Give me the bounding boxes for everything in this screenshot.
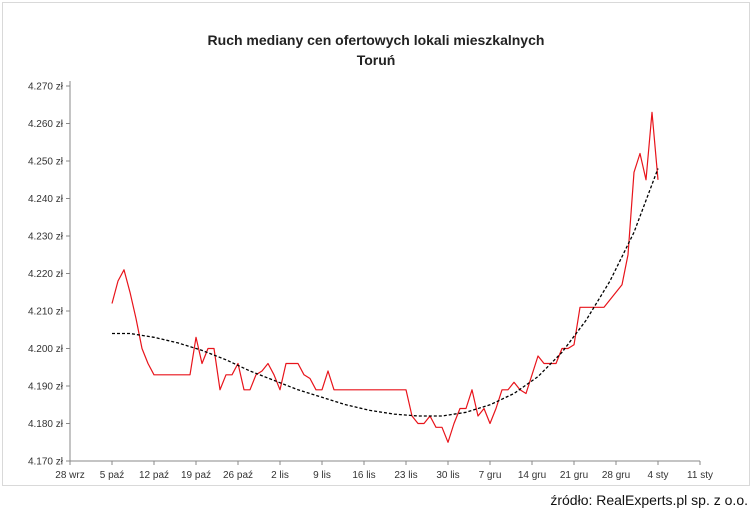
chart-frame: Ruch mediany cen ofertowych lokali miesz…: [2, 2, 750, 486]
y-tick-label: 4.220 zł: [28, 269, 64, 280]
x-tick-label: 19 paź: [181, 470, 211, 481]
median-price-line: [111, 111, 659, 443]
x-tick-label: 2 lis: [271, 470, 289, 481]
x-tick-label: 5 paź: [100, 470, 124, 481]
y-tick-label: 4.270 zł: [28, 82, 64, 93]
x-tick-label: 12 paź: [139, 470, 169, 481]
chart-title: Ruch mediany cen ofertowych lokali miesz…: [208, 32, 545, 48]
y-tick-label: 4.230 zł: [28, 232, 64, 243]
y-tick-label: 4.190 zł: [28, 382, 64, 393]
x-tick-label: 21 gru: [560, 470, 588, 481]
chart-subtitle: Toruń: [357, 52, 396, 68]
x-tick-label: 14 gru: [518, 470, 546, 481]
y-tick-label: 4.210 zł: [28, 307, 64, 318]
line-chart: Ruch mediany cen ofertowych lokali miesz…: [28, 32, 713, 481]
x-tick-label: 16 lis: [352, 470, 375, 481]
x-tick-label: 28 gru: [602, 470, 630, 481]
series-layer: [111, 111, 659, 443]
x-tick-label: 26 paź: [223, 470, 253, 481]
x-tick-label: 9 lis: [313, 470, 331, 481]
x-tick-label: 7 gru: [479, 470, 502, 481]
y-tick-label: 4.240 zł: [28, 194, 64, 205]
x-tick-label: 30 lis: [436, 470, 459, 481]
y-tick-label: 4.250 zł: [28, 157, 64, 168]
x-axis: 28 wrz 5 paź 12 paź 19 paź 26 paź 2 lis 9 lis 1…: [55, 460, 713, 481]
source-note: źródło: RealExperts.pl sp. z o.o.: [550, 492, 748, 508]
y-tick-label: 4.180 zł: [28, 419, 64, 430]
x-tick-label: 11 sty: [687, 470, 713, 481]
y-tick-label: 4.260 zł: [28, 119, 64, 130]
y-tick-label: 4.200 zł: [28, 344, 64, 355]
y-axis: 4.170 zł 4.180 zł 4.190 zł 4.200 zł 4.210 zł…: [28, 81, 71, 468]
x-tick-label: 23 lis: [394, 470, 417, 481]
trend-line: [112, 168, 659, 417]
x-tick-label: 4 sty: [647, 470, 668, 481]
x-tick-label: 28 wrz: [55, 470, 84, 481]
y-tick-label: 4.170 zł: [28, 457, 64, 468]
